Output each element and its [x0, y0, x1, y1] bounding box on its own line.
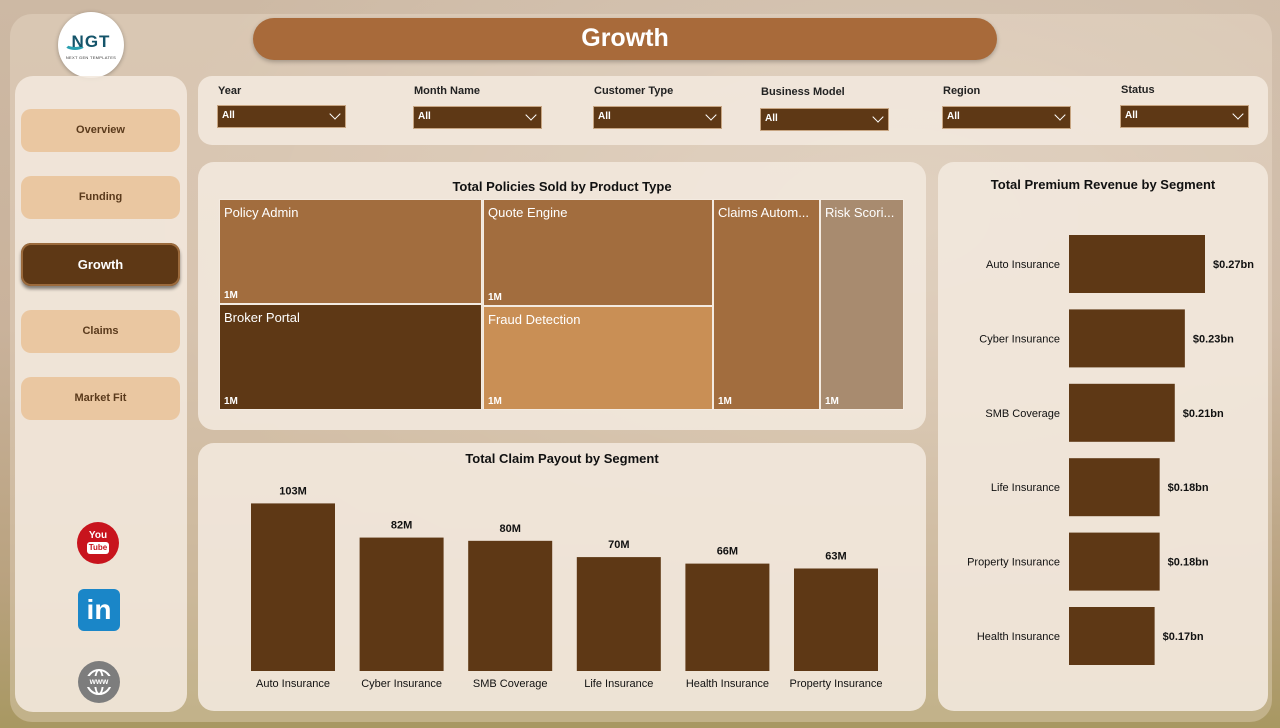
treemap-cell-value: 1M	[224, 290, 238, 301]
claim-payout-panel: Total Claim Payout by Segment 103M Auto I…	[198, 443, 926, 711]
claim-bar-value-label: 80M	[499, 523, 520, 535]
filter-label: Business Model	[761, 86, 845, 98]
treemap-cell-label: Broker Portal	[224, 310, 300, 325]
filter-label: Month Name	[414, 85, 480, 97]
nav-overview-button[interactable]: Overview	[21, 109, 180, 152]
claim-bar-value-label: 63M	[825, 550, 846, 562]
treemap-cell-label: Claims Autom...	[718, 205, 810, 220]
claim-category-label: SMB Coverage	[473, 678, 548, 690]
customer-type-dropdown[interactable]: All	[593, 106, 722, 129]
status-dropdown[interactable]: All	[1120, 105, 1249, 128]
treemap-cell-label: Quote Engine	[488, 205, 568, 220]
logo-subtitle: NEXT GEN TEMPLATES	[65, 55, 117, 60]
region-dropdown[interactable]: All	[942, 106, 1071, 129]
premium-bar-smb-coverage[interactable]	[1069, 383, 1175, 442]
treemap-cell-label: Risk Scori...	[825, 205, 895, 220]
premium-bar-cyber-insurance[interactable]	[1069, 309, 1185, 368]
premium-bar-value-label: $0.21bn	[1183, 408, 1224, 420]
premium-category-label: Life Insurance	[991, 482, 1060, 494]
claim-category-label: Cyber Insurance	[361, 678, 442, 690]
nav-claims-button[interactable]: Claims	[21, 310, 180, 353]
premium-category-label: Health Insurance	[977, 631, 1060, 643]
treemap-cell-value: 1M	[488, 396, 502, 407]
premium-revenue-panel: Total Premium Revenue by Segment $0.27bn…	[938, 162, 1268, 711]
nav-market-fit-button[interactable]: Market Fit	[21, 377, 180, 420]
treemap-cell-risk-scoring[interactable]: Risk Scori... 1M	[820, 199, 904, 410]
policies-treemap-panel: Total Policies Sold by Product Type Poli…	[198, 162, 926, 430]
claim-payout-title: Total Claim Payout by Segment	[465, 451, 659, 466]
premium-bar-property-insurance[interactable]	[1069, 532, 1160, 591]
chevron-down-icon	[1054, 109, 1066, 121]
premium-category-label: Property Insurance	[967, 557, 1060, 569]
linkedin-icon[interactable]: in	[78, 589, 120, 631]
filter-label: Status	[1121, 84, 1155, 96]
claim-bar-value-label: 103M	[279, 485, 307, 497]
premium-bar-value-label: $0.18bn	[1168, 557, 1209, 569]
premium-category-label: SMB Coverage	[985, 408, 1060, 420]
premium-bar-value-label: $0.27bn	[1213, 259, 1254, 271]
claim-category-label: Life Insurance	[584, 678, 653, 690]
website-globe-icon[interactable]: www	[78, 661, 120, 703]
claim-category-label: Auto Insurance	[256, 678, 330, 690]
filter-label: Region	[943, 85, 981, 97]
treemap-cell-policy-admin[interactable]: Policy Admin 1M	[219, 199, 482, 304]
youtube-icon[interactable]: You Tube	[77, 522, 119, 564]
ngt-logo[interactable]: NGT NEXT GEN TEMPLATES	[58, 12, 124, 78]
claim-bar-auto-insurance[interactable]	[251, 503, 335, 671]
chevron-down-icon	[329, 108, 341, 120]
premium-bar-life-insurance[interactable]	[1069, 458, 1160, 517]
logo-text: NGT	[71, 32, 111, 51]
claim-bar-life-insurance[interactable]	[576, 557, 661, 671]
treemap-cell-label: Fraud Detection	[488, 312, 581, 327]
nav-growth-button[interactable]: Growth	[21, 243, 180, 286]
year-dropdown[interactable]: All	[217, 105, 346, 128]
logo-swoosh-icon	[64, 38, 86, 50]
premium-revenue-chart: $0.27bn Auto Insurance $0.23bn Cyber Insura…	[967, 235, 1254, 665]
premium-category-label: Cyber Insurance	[979, 333, 1060, 345]
claim-bar-smb-coverage[interactable]	[468, 540, 553, 671]
claim-bar-value-label: 66M	[717, 546, 738, 558]
treemap-cell-value: 1M	[488, 292, 502, 303]
treemap-cell-quote-engine[interactable]: Quote Engine 1M	[483, 199, 713, 306]
treemap-cell-value: 1M	[718, 396, 732, 407]
filter-label: Customer Type	[594, 85, 674, 97]
claim-bar-value-label: 70M	[608, 539, 629, 551]
premium-bar-value-label: $0.17bn	[1163, 631, 1204, 643]
claim-category-label: Health Insurance	[686, 678, 769, 690]
chevron-down-icon	[525, 109, 537, 121]
treemap-cell-label: Policy Admin	[224, 205, 299, 220]
chevron-down-icon	[1232, 108, 1244, 120]
treemap-cell-fraud-detection[interactable]: Fraud Detection 1M	[483, 306, 713, 410]
claim-bar-value-label: 82M	[391, 520, 412, 532]
claim-bar-property-insurance[interactable]	[794, 568, 878, 671]
claim-bar-cyber-insurance[interactable]	[359, 537, 444, 671]
treemap-cell-value: 1M	[224, 396, 238, 407]
premium-revenue-title: Total Premium Revenue by Segment	[990, 177, 1216, 192]
premium-bar-auto-insurance[interactable]	[1069, 235, 1205, 293]
claim-bar-health-insurance[interactable]	[685, 563, 770, 671]
chevron-down-icon	[705, 109, 717, 121]
nav-funding-button[interactable]: Funding	[21, 176, 180, 219]
premium-category-label: Auto Insurance	[986, 259, 1060, 271]
treemap-cell-claims-automation[interactable]: Claims Autom... 1M	[713, 199, 820, 410]
business-model-dropdown[interactable]: All	[760, 108, 889, 131]
claim-category-label: Property Insurance	[790, 678, 883, 690]
filter-label: Year	[218, 85, 242, 97]
premium-bar-value-label: $0.18bn	[1168, 482, 1209, 494]
premium-bar-value-label: $0.23bn	[1193, 333, 1234, 345]
treemap-cell-broker-portal[interactable]: Broker Portal 1M	[219, 304, 482, 410]
treemap-cell-value: 1M	[825, 396, 839, 407]
treemap-title: Total Policies Sold by Product Type	[452, 179, 672, 194]
month-name-dropdown[interactable]: All	[413, 106, 542, 129]
claim-payout-chart: 103M Auto Insurance 82M Cyber Insurance 80M S…	[251, 485, 883, 690]
sidebar: Overview Funding Growth Claims Market Fi…	[15, 76, 187, 712]
premium-bar-health-insurance[interactable]	[1069, 607, 1155, 665]
filter-panel: Year All Month Name All Customer Type Al…	[198, 76, 1268, 145]
page-title: Growth	[253, 18, 997, 60]
chevron-down-icon	[872, 111, 884, 123]
